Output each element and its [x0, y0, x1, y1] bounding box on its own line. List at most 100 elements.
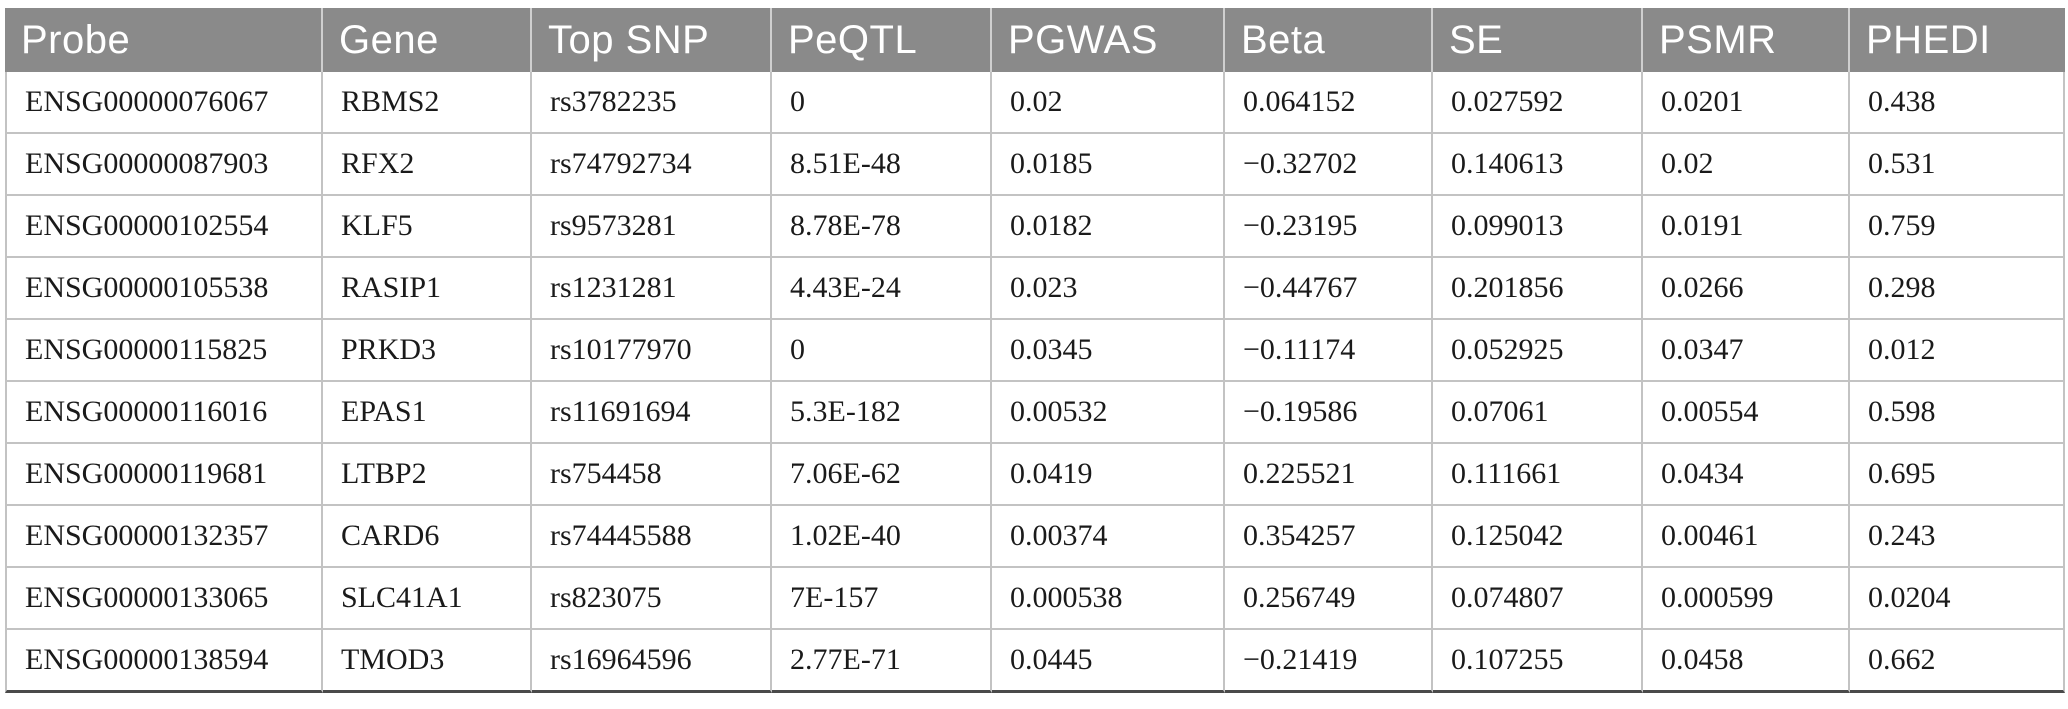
- table-cell: 1.02E-40: [772, 506, 992, 568]
- table-cell: 0.140613: [1433, 134, 1643, 196]
- table-row: ENSG00000076067 RBMS2 rs3782235 0 0.02 0.0641…: [5, 72, 2065, 134]
- table-cell: rs823075: [532, 568, 772, 630]
- table-row: ENSG00000138594 TMOD3 rs16964596 2.77E-71 0.…: [5, 630, 2065, 693]
- table-cell: 0.662: [1850, 630, 2065, 693]
- table-cell: 0: [772, 320, 992, 382]
- table-cell: PRKD3: [323, 320, 532, 382]
- table-cell: SLC41A1: [323, 568, 532, 630]
- table-cell: 0.125042: [1433, 506, 1643, 568]
- table-cell: rs11691694: [532, 382, 772, 444]
- table-cell: ENSG00000115825: [5, 320, 323, 382]
- table-cell: 0.243: [1850, 506, 2065, 568]
- table-cell: ENSG00000102554: [5, 196, 323, 258]
- table-cell: 0.02: [992, 72, 1225, 134]
- table-cell: 0.0185: [992, 134, 1225, 196]
- table-cell: ENSG00000087903: [5, 134, 323, 196]
- table-cell: 2.77E-71: [772, 630, 992, 693]
- table-cell: rs74445588: [532, 506, 772, 568]
- table-row: ENSG00000087903 RFX2 rs74792734 8.51E-48 0.0…: [5, 134, 2065, 196]
- table-cell: 0.00374: [992, 506, 1225, 568]
- table-cell: rs754458: [532, 444, 772, 506]
- table-cell: 0.0458: [1643, 630, 1850, 693]
- column-header-peqtl: PeQTL: [772, 8, 992, 72]
- table-cell: 0.07061: [1433, 382, 1643, 444]
- table-cell: ENSG00000138594: [5, 630, 323, 693]
- table-cell: −0.23195: [1225, 196, 1433, 258]
- table-cell: 0.0201: [1643, 72, 1850, 134]
- table-cell: 0.0191: [1643, 196, 1850, 258]
- table-cell: CARD6: [323, 506, 532, 568]
- column-header-beta: Beta: [1225, 8, 1433, 72]
- table-cell: rs16964596: [532, 630, 772, 693]
- table-cell: 7E-157: [772, 568, 992, 630]
- table-header-row: Probe Gene Top SNP PeQTL PGWAS Beta SE PSMR PHED…: [5, 8, 2065, 72]
- table-cell: 0.111661: [1433, 444, 1643, 506]
- table-cell: 0.099013: [1433, 196, 1643, 258]
- table-cell: ENSG00000119681: [5, 444, 323, 506]
- table-cell: 0.0445: [992, 630, 1225, 693]
- table-cell: 0.027592: [1433, 72, 1643, 134]
- table-row: ENSG00000133065 SLC41A1 rs823075 7E-157 0.00…: [5, 568, 2065, 630]
- column-header-pgwas: PGWAS: [992, 8, 1225, 72]
- table-row: ENSG00000105538 RASIP1 rs1231281 4.43E-24 0.…: [5, 258, 2065, 320]
- table-cell: 0: [772, 72, 992, 134]
- table-cell: 0.107255: [1433, 630, 1643, 693]
- table-cell: −0.11174: [1225, 320, 1433, 382]
- column-header-psmr: PSMR: [1643, 8, 1850, 72]
- table-cell: LTBP2: [323, 444, 532, 506]
- smr-results-table: Probe Gene Top SNP PeQTL PGWAS Beta SE PSMR PHED…: [5, 8, 2065, 693]
- table-cell: rs9573281: [532, 196, 772, 258]
- table-cell: 7.06E-62: [772, 444, 992, 506]
- table-cell: 0.000538: [992, 568, 1225, 630]
- table-cell: 0.298: [1850, 258, 2065, 320]
- table-row: ENSG00000119681 LTBP2 rs754458 7.06E-62 0.04…: [5, 444, 2065, 506]
- table-cell: RFX2: [323, 134, 532, 196]
- table-body: ENSG00000076067 RBMS2 rs3782235 0 0.02 0.0641…: [5, 72, 2065, 693]
- table-row: ENSG00000116016 EPAS1 rs11691694 5.3E-182 0.…: [5, 382, 2065, 444]
- table-cell: 0.00532: [992, 382, 1225, 444]
- table-cell: −0.32702: [1225, 134, 1433, 196]
- table-cell: 0.256749: [1225, 568, 1433, 630]
- table-cell: 0.0345: [992, 320, 1225, 382]
- table-cell: rs10177970: [532, 320, 772, 382]
- table-cell: 0.598: [1850, 382, 2065, 444]
- table-cell: 8.78E-78: [772, 196, 992, 258]
- table-cell: 0.02: [1643, 134, 1850, 196]
- table-cell: 0.0419: [992, 444, 1225, 506]
- table-cell: 0.0266: [1643, 258, 1850, 320]
- table-cell: 0.0434: [1643, 444, 1850, 506]
- table-cell: EPAS1: [323, 382, 532, 444]
- table-cell: 0.695: [1850, 444, 2065, 506]
- column-header-top-snp: Top SNP: [532, 8, 772, 72]
- table-row: ENSG00000102554 KLF5 rs9573281 8.78E-78 0.01…: [5, 196, 2065, 258]
- table-cell: RASIP1: [323, 258, 532, 320]
- table-cell: TMOD3: [323, 630, 532, 693]
- table-cell: ENSG00000132357: [5, 506, 323, 568]
- column-header-probe: Probe: [5, 8, 323, 72]
- table-cell: ENSG00000133065: [5, 568, 323, 630]
- table-cell: 0.0182: [992, 196, 1225, 258]
- column-header-gene: Gene: [323, 8, 532, 72]
- table-cell: rs3782235: [532, 72, 772, 134]
- table-cell: 0.759: [1850, 196, 2065, 258]
- table-cell: 0.052925: [1433, 320, 1643, 382]
- column-header-phedi: PHEDI: [1850, 8, 2065, 72]
- table-cell: 0.074807: [1433, 568, 1643, 630]
- table-cell: 0.064152: [1225, 72, 1433, 134]
- table-header: Probe Gene Top SNP PeQTL PGWAS Beta SE PSMR PHED…: [5, 8, 2065, 72]
- table-cell: 0.531: [1850, 134, 2065, 196]
- table-cell: 5.3E-182: [772, 382, 992, 444]
- table-cell: ENSG00000076067: [5, 72, 323, 134]
- table-cell: KLF5: [323, 196, 532, 258]
- table-cell: 0.0347: [1643, 320, 1850, 382]
- table-cell: 0.225521: [1225, 444, 1433, 506]
- table-cell: ENSG00000105538: [5, 258, 323, 320]
- table-cell: −0.44767: [1225, 258, 1433, 320]
- table-cell: rs1231281: [532, 258, 772, 320]
- table-cell: 0.354257: [1225, 506, 1433, 568]
- table-cell: 8.51E-48: [772, 134, 992, 196]
- table-cell: 0.012: [1850, 320, 2065, 382]
- table-cell: 4.43E-24: [772, 258, 992, 320]
- column-header-se: SE: [1433, 8, 1643, 72]
